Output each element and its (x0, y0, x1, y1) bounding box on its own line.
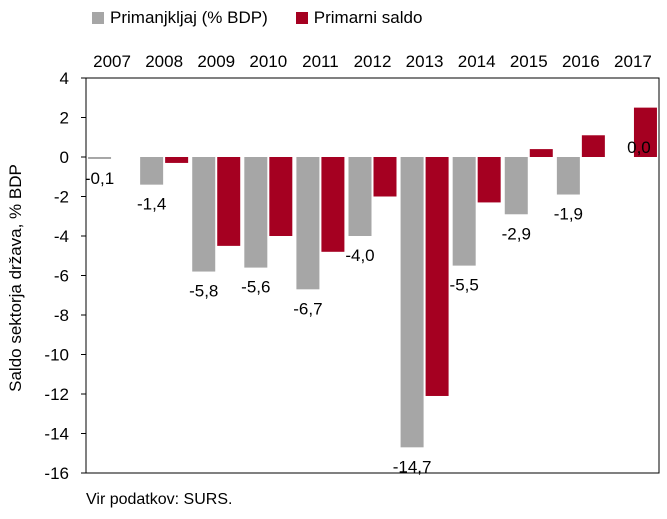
x-tick-label: 2011 (302, 52, 339, 71)
legend-label-primanjkljaj: Primanjkljaj (% BDP) (110, 8, 268, 27)
bar-primanjkljaj (140, 157, 164, 185)
legend: Primanjkljaj (% BDP) Primarni saldo (92, 8, 450, 28)
bar-primarni-saldo (165, 157, 189, 163)
x-tick-label: 2012 (354, 52, 392, 71)
y-tick-label: 4 (60, 69, 69, 88)
x-tick-label: 2010 (249, 52, 287, 71)
y-tick-label: -8 (54, 306, 69, 325)
data-label: -6,7 (293, 299, 322, 318)
legend-item-primanjkljaj: Primanjkljaj (% BDP) (92, 8, 268, 28)
y-tick-label: -10 (44, 346, 69, 365)
data-label: -5,6 (241, 278, 270, 297)
y-tick-label: 0 (60, 148, 69, 167)
bar-primarni-saldo (581, 135, 605, 157)
bar-primarni-saldo (633, 107, 657, 157)
bar-primanjkljaj (452, 157, 476, 266)
y-tick-label: -12 (44, 385, 69, 404)
bar-primanjkljaj (192, 157, 216, 272)
bar-primanjkljaj (556, 157, 580, 195)
bar-primanjkljaj (244, 157, 268, 268)
data-label: -14,7 (393, 457, 432, 476)
y-tick-label: -2 (54, 188, 69, 207)
y-tick-label: -4 (54, 227, 69, 246)
y-tick-label: -16 (44, 464, 69, 483)
x-tick-label: 2008 (145, 52, 183, 71)
bar-primarni-saldo (269, 157, 293, 236)
bar-primanjkljaj (504, 157, 528, 215)
legend-swatch-primarni-saldo (295, 12, 308, 24)
x-tick-label: 2016 (562, 52, 600, 71)
x-tick-label: 2007 (93, 52, 131, 71)
bar-primarni-saldo (425, 157, 449, 396)
data-label: -1,4 (137, 195, 166, 214)
bar-primanjkljaj (296, 157, 320, 290)
x-tick-label: 2017 (614, 52, 652, 71)
data-label: -5,5 (450, 276, 479, 295)
data-label: -5,8 (189, 282, 218, 301)
data-label: -2,9 (502, 224, 531, 243)
y-tick-label: -6 (54, 267, 69, 286)
y-tick-label: 2 (60, 109, 69, 128)
data-label: -0,1 (85, 169, 114, 188)
legend-label-primarni-saldo: Primarni saldo (313, 8, 423, 27)
bar-primanjkljaj (348, 157, 372, 236)
data-label: -1,9 (554, 205, 583, 224)
x-tick-label: 2009 (197, 52, 235, 71)
bar-primarni-saldo (321, 157, 345, 252)
data-label: 0,0 (627, 138, 651, 157)
source-note: Vir podatkov: SURS. (86, 491, 233, 508)
bar-primarni-saldo (477, 157, 501, 203)
bar-primanjkljaj (88, 157, 112, 159)
plot-frame (85, 77, 660, 474)
x-tick-label: 2015 (510, 52, 548, 71)
bar-primanjkljaj (400, 157, 424, 448)
bar-primarni-saldo (373, 157, 397, 197)
x-tick-label: 2014 (458, 52, 496, 71)
legend-item-primarni-saldo: Primarni saldo (295, 8, 423, 28)
bar-primarni-saldo (529, 149, 553, 157)
bar-primarni-saldo (217, 157, 241, 246)
data-label: -4,0 (345, 246, 374, 265)
x-tick-label: 2013 (406, 52, 444, 71)
legend-swatch-primanjkljaj (92, 12, 104, 24)
y-tick-label: -14 (44, 425, 69, 444)
